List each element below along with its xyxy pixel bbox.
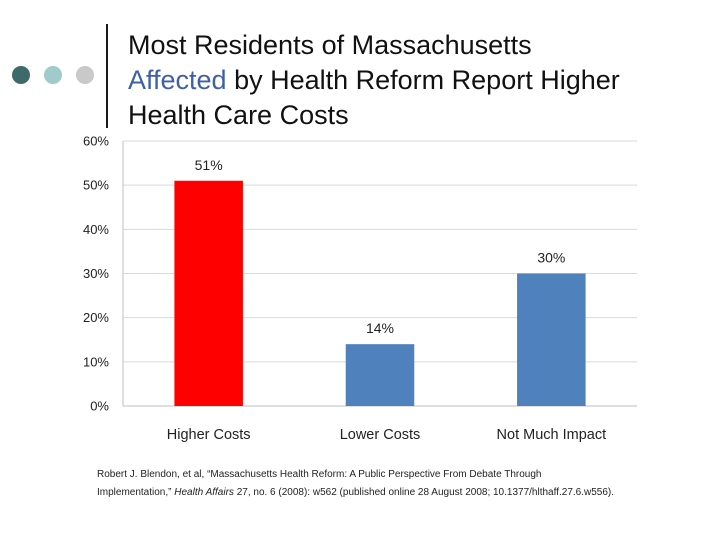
x-category-label: Lower Costs xyxy=(340,427,421,443)
citation-details: 27, no. 6 (2008): w562 (published online… xyxy=(233,487,615,498)
title-rule xyxy=(106,24,108,128)
y-tick-label: 20% xyxy=(83,310,109,325)
x-category-label: Higher Costs xyxy=(167,427,251,443)
title-dot-3 xyxy=(76,66,94,84)
y-tick-label: 60% xyxy=(83,134,109,149)
title-highlight: Affected xyxy=(128,65,227,95)
citation-text: Robert J. Blendon, et al, “Massachusetts… xyxy=(97,469,542,498)
title-text-end: by Health Reform Report Higher Health Ca… xyxy=(128,65,620,130)
y-tick-label: 10% xyxy=(83,354,109,369)
data-label: 51% xyxy=(195,157,223,173)
data-label: 14% xyxy=(366,320,394,336)
bar xyxy=(174,180,243,406)
title-dot-1 xyxy=(12,66,30,84)
slide-title: Most Residents of Massachusetts Affected … xyxy=(128,28,688,133)
title-dot-2 xyxy=(44,66,62,84)
data-label: 30% xyxy=(537,250,565,266)
y-tick-label: 0% xyxy=(90,399,109,414)
title-text-start: Most Residents of Massachusetts xyxy=(128,30,532,60)
bar xyxy=(345,344,415,406)
bar xyxy=(517,273,586,406)
x-category-label: Not Much Impact xyxy=(497,427,607,443)
citation-journal: Health Affairs xyxy=(174,487,234,498)
title-dots-decoration xyxy=(12,66,98,84)
citation: Robert J. Blendon, et al, “Massachusetts… xyxy=(97,466,617,502)
y-tick-label: 40% xyxy=(83,222,109,237)
y-tick-label: 30% xyxy=(83,266,109,281)
y-tick-label: 50% xyxy=(83,178,109,193)
